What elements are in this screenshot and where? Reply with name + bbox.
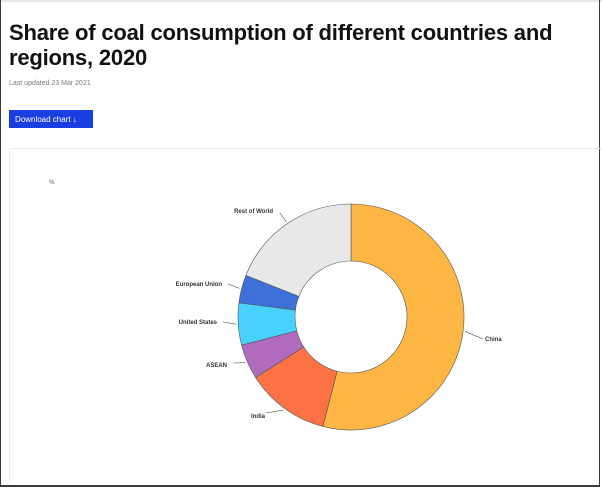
leader-line-european-union <box>227 283 240 289</box>
chart-unit-label: % <box>49 180 55 186</box>
leader-line-china <box>464 331 484 340</box>
leader-line-india <box>265 409 284 414</box>
label-asean: ASEAN <box>206 363 227 369</box>
slice-china <box>322 203 465 431</box>
page-title: Share of coal consumption of different c… <box>9 20 553 70</box>
label-india: India <box>251 414 266 420</box>
window-top-strip <box>0 0 602 2</box>
label-rest-of-world: Rest of World <box>234 209 273 215</box>
chart-panel <box>9 148 602 483</box>
slice-rest-of-world <box>245 203 352 297</box>
last-updated-text: Last updated 23 Mar 2021 <box>9 80 91 87</box>
leader-line-rest-of-world <box>279 212 287 223</box>
label-european-union: European Union <box>176 282 223 288</box>
label-china: China <box>485 337 502 343</box>
label-united-states: United States <box>179 320 218 326</box>
download-chart-button[interactable]: Download chart ↓ <box>9 110 93 128</box>
leader-line-united-states <box>222 321 237 325</box>
